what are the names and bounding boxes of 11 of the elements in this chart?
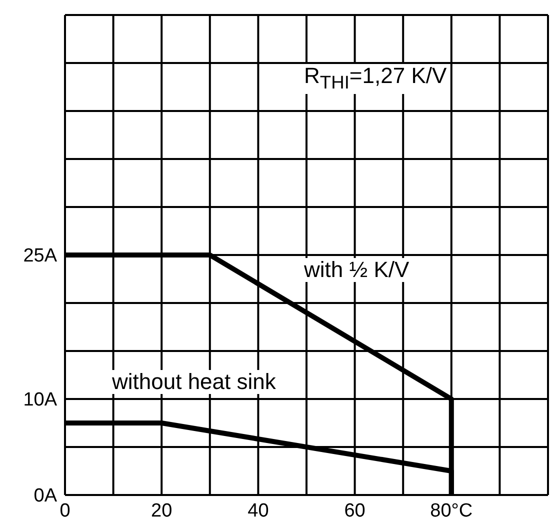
annotation: without heat sink xyxy=(110,369,278,394)
x-tick-label: 60 xyxy=(344,500,366,517)
y-tick-label: 10A xyxy=(23,390,58,411)
annotation: with ½ K/V xyxy=(302,257,412,282)
x-tick-label: 80°C xyxy=(430,500,473,517)
annotation: R$_{THI}$=1,27 K/V xyxy=(302,63,449,94)
y-tick-label: 0A xyxy=(34,486,58,507)
x-tick-label: 20 xyxy=(151,500,172,517)
y-tick-label: 25A xyxy=(23,246,58,267)
x-tick-label: 0 xyxy=(60,500,70,517)
x-tick-label: 40 xyxy=(248,500,269,517)
